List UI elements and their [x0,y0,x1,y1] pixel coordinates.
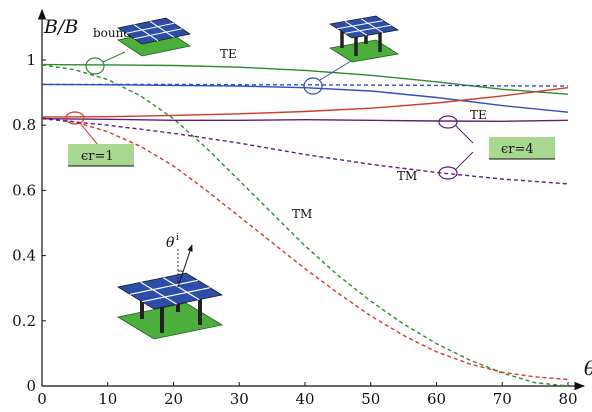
solar-panel-inset-large: θ i [116,233,224,340]
solar-panel-inset-top-right [328,15,400,63]
svg-text:θ: θ [166,235,175,251]
series-line-p_tm [41,118,569,185]
series-line-r_te [41,87,569,118]
tm-label-mid: TM [292,207,312,221]
x-tick-label: 30 [230,390,249,408]
purple-tm-marker-ellipse [438,166,458,180]
te-label-top: TE [220,47,237,61]
solar-panel-inset-top-left [116,17,192,57]
y-tick-label: 0 [26,377,36,395]
eps1-label: ϵr=1 [81,149,114,164]
series-line-p_te [41,118,569,123]
x-tick-label: 70 [493,390,512,408]
ticks: 0 10 20 30 40 50 60 70 80 0 0.2 0.4 0.6 0.8 1 [12,51,577,408]
y-axis-label: B/B [43,16,78,38]
purple-leader-line-te [454,124,474,144]
y-tick-label: 1 [26,51,36,69]
series-line-b_tm [42,83,569,87]
eps4-label: ϵr=4 [501,142,534,157]
blue-te-marker-ellipse [303,77,323,95]
x-tick-label: 20 [164,390,183,408]
y-tick-label: 0.8 [12,116,36,134]
green-leader-line [102,51,126,63]
purple-te-marker-ellipse [438,115,458,129]
y-tick-label: 0.2 [12,312,36,330]
red-marker-ellipse [65,111,85,125]
purple-leader-line-tm [454,151,474,171]
series-line-r_tm [41,117,569,381]
y-tick-label: 0.4 [12,247,36,265]
x-axis-label: θ [584,358,592,380]
series-line-g_te [41,63,569,95]
x-tick-label: 50 [361,390,380,408]
red-leader-line [79,122,99,146]
x-tick-label: 40 [295,390,314,408]
x-tick-label: 10 [98,390,117,408]
x-tick-label: 60 [427,390,446,408]
x-tick-label: 0 [37,390,47,408]
svg-text:i: i [176,233,179,243]
te-label-right: TE [470,108,487,122]
blue-leader-line [319,57,357,81]
eps4-box [489,137,555,159]
tm-label-right: TM [397,169,417,183]
green-te-marker-ellipse [85,57,105,75]
eps1-box [68,144,134,166]
series-group [41,63,569,387]
y-tick-label: 0.6 [12,181,36,199]
x-tick-label: 80 [558,390,577,408]
series-line-g_tm [41,64,569,387]
